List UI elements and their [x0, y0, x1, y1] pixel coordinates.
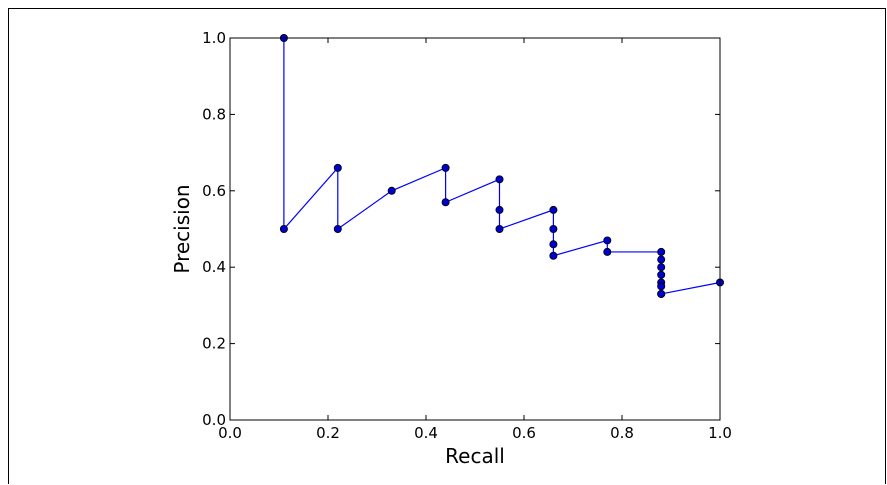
data-point [657, 282, 666, 291]
x-axis-label: Recall [445, 444, 505, 468]
tick-marks [229, 37, 721, 421]
y-axis-label: Precision [170, 184, 194, 273]
data-point [333, 163, 342, 172]
axes-box [229, 37, 721, 421]
data-point [333, 224, 342, 233]
data-point [603, 236, 612, 245]
x-tick-label: 0.8 [610, 424, 634, 442]
y-tick-label: 0.6 [202, 182, 226, 200]
y-tick-label: 0.4 [202, 258, 226, 276]
y-tick-label: 0.8 [202, 105, 226, 123]
plot-series [279, 34, 725, 298]
data-point [657, 247, 666, 256]
y-tick-label: 0.2 [202, 335, 226, 353]
data-point [495, 224, 504, 233]
figure-frame [8, 8, 886, 484]
data-point [549, 240, 558, 249]
x-tick-label: 0.4 [414, 424, 438, 442]
data-point [441, 163, 450, 172]
data-point [495, 175, 504, 184]
x-tick-label: 1.0 [708, 424, 732, 442]
x-tick-label: 0.0 [218, 424, 242, 442]
data-point [657, 263, 666, 272]
data-point [657, 270, 666, 279]
data-point [441, 198, 450, 207]
data-point [549, 224, 558, 233]
data-point [387, 186, 396, 195]
data-point [549, 205, 558, 214]
series-line [283, 38, 721, 295]
x-tick-label: 0.6 [512, 424, 536, 442]
data-point [657, 289, 666, 298]
data-point [279, 224, 288, 233]
data-point [657, 255, 666, 264]
y-tick-label: 0.0 [202, 411, 226, 429]
x-tick-label: 0.2 [316, 424, 340, 442]
y-tick-label: 1.0 [202, 29, 226, 47]
tick-labels: 0.0 0.2 0.4 0.6 0.8 1.0 0.0 0.2 0.4 0.6 0.8 1.0 [202, 29, 732, 442]
data-point [603, 247, 612, 256]
data-point [549, 251, 558, 260]
data-point [495, 205, 504, 214]
